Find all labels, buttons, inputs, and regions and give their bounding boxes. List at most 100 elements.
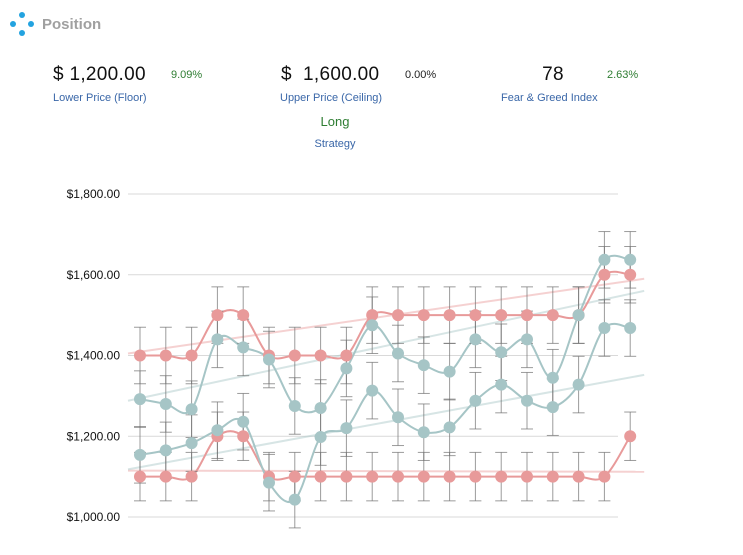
data-point	[185, 349, 198, 362]
data-point	[340, 362, 353, 375]
trend-line	[127, 277, 645, 355]
y-tick-label: $1,000.00	[67, 510, 121, 524]
data-point	[314, 470, 327, 483]
data-point	[598, 253, 611, 266]
strategy-value: Long	[320, 114, 350, 129]
y-tick-label: $1,400.00	[67, 349, 121, 363]
trend-line	[127, 373, 645, 471]
data-point	[521, 470, 533, 483]
data-point	[495, 309, 508, 322]
data-point	[185, 470, 198, 483]
data-point	[314, 349, 327, 362]
data-point	[469, 309, 482, 322]
data-point	[546, 401, 559, 414]
floor-value: $ 1,200.00	[53, 64, 146, 85]
data-point	[237, 430, 250, 443]
ceiling-label: Upper Price (Ceiling)	[280, 92, 383, 104]
data-point	[211, 333, 224, 346]
data-point	[546, 371, 559, 384]
ceiling-change: 0.00%	[405, 69, 437, 81]
data-point	[134, 470, 146, 483]
header: Position	[10, 12, 101, 36]
trend-line	[127, 469, 645, 473]
data-point	[366, 470, 379, 483]
data-point	[572, 309, 585, 322]
data-point	[211, 424, 224, 437]
data-point	[598, 322, 611, 335]
data-point	[314, 431, 327, 444]
data-point	[521, 394, 533, 407]
trend-line	[127, 289, 645, 402]
data-point	[572, 470, 585, 483]
data-point	[392, 470, 404, 483]
data-point	[366, 319, 379, 332]
fear-greed-value: 78	[542, 64, 564, 85]
data-point	[392, 347, 404, 360]
data-point	[288, 349, 301, 362]
data-point	[443, 365, 456, 378]
ceiling-metric: $ 1,600.00 0.00% Upper Price (Ceiling)	[280, 64, 436, 104]
data-point	[469, 333, 482, 346]
data-point	[314, 401, 327, 414]
data-point	[417, 426, 430, 439]
data-point	[392, 411, 404, 424]
data-point	[495, 470, 508, 483]
data-point	[340, 349, 353, 362]
strategy: Long Strategy	[300, 114, 370, 150]
data-point	[134, 448, 146, 461]
data-point	[469, 470, 482, 483]
data-point	[366, 309, 379, 322]
data-point	[546, 309, 559, 322]
series-line	[139, 254, 631, 415]
data-point	[237, 341, 250, 354]
data-point	[159, 470, 172, 483]
data-point	[624, 430, 637, 443]
data-point	[237, 309, 250, 322]
data-point	[134, 349, 146, 362]
page-title: Position	[42, 15, 102, 33]
fear-greed-change: 2.63%	[607, 69, 639, 81]
data-point	[417, 470, 430, 483]
data-point	[572, 378, 585, 391]
fear-greed-label: Fear & Greed Index	[501, 92, 598, 104]
data-point	[263, 353, 275, 366]
data-point	[392, 309, 404, 322]
data-point	[288, 470, 301, 483]
position-dots-icon	[10, 12, 34, 36]
data-point	[598, 268, 611, 281]
data-point	[288, 399, 301, 412]
data-point	[134, 393, 146, 406]
data-point	[159, 444, 172, 457]
data-point	[159, 349, 172, 362]
data-point	[237, 415, 250, 428]
data-point	[546, 470, 559, 483]
data-point	[443, 421, 456, 434]
data-point	[185, 403, 198, 416]
data-point	[521, 333, 533, 346]
y-tick-label: $1,800.00	[67, 187, 121, 201]
data-point	[443, 470, 456, 483]
data-point	[185, 437, 198, 450]
ceiling-value: $ 1,600.00	[281, 64, 380, 85]
data-point	[288, 493, 301, 506]
data-point	[495, 346, 508, 359]
data-point	[624, 268, 637, 281]
y-tick-label: $1,600.00	[67, 268, 121, 282]
data-point	[340, 470, 353, 483]
data-point	[417, 359, 430, 372]
data-point	[624, 253, 637, 266]
floor-label: Lower Price (Floor)	[53, 92, 147, 104]
y-tick-label: $1,200.00	[67, 429, 121, 443]
strategy-label: Strategy	[314, 138, 356, 150]
data-point	[263, 476, 275, 489]
floor-metric: $ 1,200.00 9.09% Lower Price (Floor)	[53, 64, 202, 104]
data-point	[469, 394, 482, 407]
fear-greed-metric: 78 2.63% Fear & Greed Index	[501, 64, 638, 104]
data-point	[159, 397, 172, 410]
floor-change: 9.09%	[171, 69, 203, 81]
data-point	[340, 422, 353, 435]
data-point	[521, 309, 533, 322]
data-point	[495, 378, 508, 391]
data-point	[624, 322, 637, 335]
